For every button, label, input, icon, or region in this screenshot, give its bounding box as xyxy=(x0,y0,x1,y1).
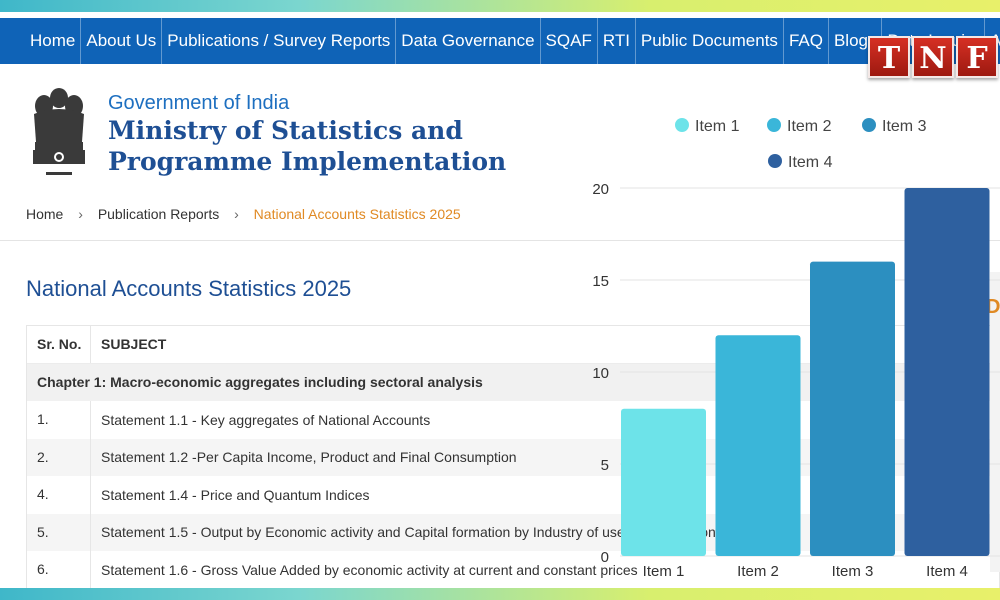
chart-bar[interactable] xyxy=(715,335,801,556)
chart-bar[interactable] xyxy=(904,188,990,556)
y-tick-label: 5 xyxy=(601,457,609,474)
x-category-label: Item 3 xyxy=(832,563,874,580)
breadcrumb-separator-icon: › xyxy=(234,206,239,222)
tnf-letter-f: F xyxy=(956,36,998,78)
row-subject-link[interactable]: Statement 1.6 - Gross Value Added by eco… xyxy=(101,561,638,578)
tnf-letter-t: T xyxy=(868,36,910,78)
top-decorative-stripe xyxy=(0,0,1000,12)
nav-publications[interactable]: Publications / Survey Reports xyxy=(162,18,397,64)
chart-y-ticks: 0 5 10 15 20 xyxy=(592,181,609,566)
header-subject: SUBJECT xyxy=(101,336,167,353)
legend-marker-icon[interactable] xyxy=(862,118,876,132)
x-category-label: Item 4 xyxy=(926,563,968,580)
ministry-name-line1: Ministry of Statistics and xyxy=(108,116,463,145)
row-subject-link[interactable]: Statement 1.1 - Key aggregates of Nation… xyxy=(101,411,431,428)
side-panel xyxy=(990,272,1000,572)
nav-about-us[interactable]: About Us xyxy=(81,18,163,64)
table-header-row: Sr. No. SUBJECT xyxy=(27,326,999,364)
nav-sqaf[interactable]: SQAF xyxy=(541,18,598,64)
row-sr-no: 2. xyxy=(27,438,91,476)
table-row[interactable]: 1. Statement 1.1 - Key aggregates of Nat… xyxy=(27,401,999,439)
y-tick-label: 20 xyxy=(592,181,609,198)
legend-label[interactable]: Item 2 xyxy=(787,118,832,135)
chart-bar[interactable] xyxy=(621,408,706,556)
row-subject-link[interactable]: Statement 1.2 -Per Capita Income, Produc… xyxy=(101,449,517,466)
row-subject-link[interactable]: Statement 1.5 - Output by Economic activ… xyxy=(101,524,772,541)
legend-label[interactable]: Item 4 xyxy=(788,154,833,171)
tnf-logo: T N F xyxy=(868,36,998,78)
chapter-title: Chapter 1: Macro-economic aggregates inc… xyxy=(37,374,483,391)
chart-bar[interactable] xyxy=(810,261,895,556)
legend-marker-icon[interactable] xyxy=(768,154,782,168)
nav-rti[interactable]: RTI xyxy=(598,18,636,64)
row-sr-no: 5. xyxy=(27,513,91,551)
nav-faq[interactable]: FAQ xyxy=(784,18,829,64)
page-title: National Accounts Statistics 2025 xyxy=(26,276,352,301)
chart-x-labels: Item 1 Item 2 Item 3 Item 4 xyxy=(643,563,968,580)
x-category-label: Item 2 xyxy=(737,563,779,580)
row-sr-no: 4. xyxy=(27,476,91,514)
government-of-india-label: Government of India xyxy=(108,92,290,114)
legend-label[interactable]: Item 1 xyxy=(695,118,740,135)
table-row[interactable]: 4. Statement 1.4 - Price and Quantum Ind… xyxy=(27,476,999,514)
legend-marker-icon[interactable] xyxy=(767,118,781,132)
header-sr-no: Sr. No. xyxy=(27,326,91,363)
legend-label[interactable]: Item 3 xyxy=(882,118,927,135)
nav-public-documents[interactable]: Public Documents xyxy=(636,18,784,64)
tnf-letter-n: N xyxy=(912,36,954,78)
header-divider xyxy=(0,240,1000,241)
y-tick-label: 15 xyxy=(592,273,609,290)
breadcrumb: Home › Publication Reports › National Ac… xyxy=(26,206,461,222)
bottom-decorative-stripe xyxy=(0,588,1000,600)
table-row[interactable]: 6. Statement 1.6 - Gross Value Added by … xyxy=(27,551,999,589)
y-tick-label: 0 xyxy=(601,549,609,566)
row-sr-no: 1. xyxy=(27,401,91,439)
x-category-label: Item 1 xyxy=(643,563,685,580)
breadcrumb-home[interactable]: Home xyxy=(26,206,64,222)
nav-home[interactable]: Home xyxy=(0,18,82,64)
y-tick-label: 10 xyxy=(592,365,609,382)
breadcrumb-current: National Accounts Statistics 2025 xyxy=(253,206,461,222)
legend-marker-icon[interactable] xyxy=(675,118,689,132)
breadcrumb-publication-reports[interactable]: Publication Reports xyxy=(97,206,220,222)
breadcrumb-separator-icon: › xyxy=(78,206,83,222)
row-sr-no: 6. xyxy=(27,551,91,589)
chart-bars xyxy=(621,188,990,556)
national-emblem-icon xyxy=(33,88,85,175)
row-subject-link[interactable]: Statement 1.4 - Price and Quantum Indice… xyxy=(101,486,370,503)
chart-legend: Item 1 Item 2 Item 3 Item 4 xyxy=(675,118,927,171)
nav-data-governance[interactable]: Data Governance xyxy=(396,18,541,64)
ministry-name-line2: Programme Implementation xyxy=(108,147,507,176)
